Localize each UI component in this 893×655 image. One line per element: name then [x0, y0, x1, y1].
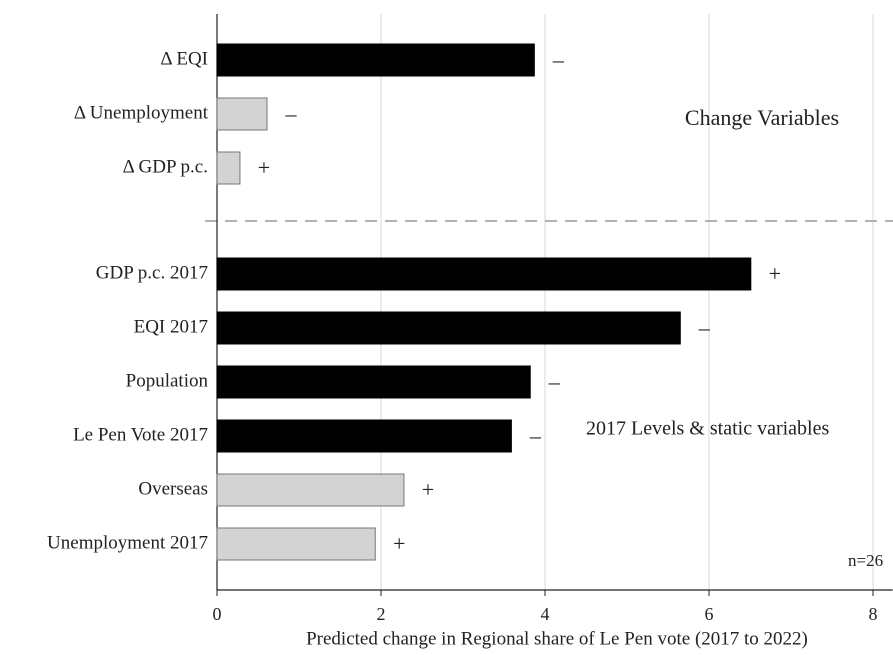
bar [216, 43, 535, 77]
sign-label: – [698, 315, 711, 340]
bar [216, 473, 405, 507]
sign-label: + [422, 477, 434, 502]
bar [216, 257, 752, 291]
x-axis-label: Predicted change in Regional share of Le… [306, 628, 808, 649]
annotation: 2017 Levels & static variables [586, 418, 829, 440]
sign-label: – [285, 101, 298, 126]
sign-label: + [769, 261, 781, 286]
y-tick-label: Δ Unemployment [74, 102, 209, 123]
bar [216, 365, 531, 399]
sign-label: – [552, 47, 565, 72]
annotation: n=26 [848, 551, 883, 570]
y-tick-label: GDP p.c. 2017 [96, 262, 208, 283]
x-tick-label: 0 [213, 604, 222, 624]
bar [216, 311, 681, 345]
bar [216, 151, 241, 185]
y-tick-label: Δ GDP p.c. [123, 156, 208, 177]
y-tick-label: Overseas [138, 478, 208, 499]
bar [216, 97, 268, 131]
y-tick-label: Population [126, 370, 209, 391]
x-tick-label: 8 [869, 604, 878, 624]
y-tick-label: Unemployment 2017 [47, 532, 208, 553]
sign-label: – [529, 423, 542, 448]
y-tick-label: EQI 2017 [134, 316, 208, 337]
sign-label: + [258, 155, 270, 180]
y-tick-label: Le Pen Vote 2017 [73, 424, 208, 445]
sign-label: – [548, 369, 561, 394]
bar [216, 527, 376, 561]
y-tick-label: Δ EQI [160, 48, 208, 69]
annotation: Change Variables [685, 105, 839, 130]
sign-label: + [393, 531, 405, 556]
x-tick-label: 2 [377, 604, 386, 624]
x-tick-label: 6 [705, 604, 714, 624]
x-tick-label: 4 [541, 604, 550, 624]
bar [216, 419, 512, 453]
